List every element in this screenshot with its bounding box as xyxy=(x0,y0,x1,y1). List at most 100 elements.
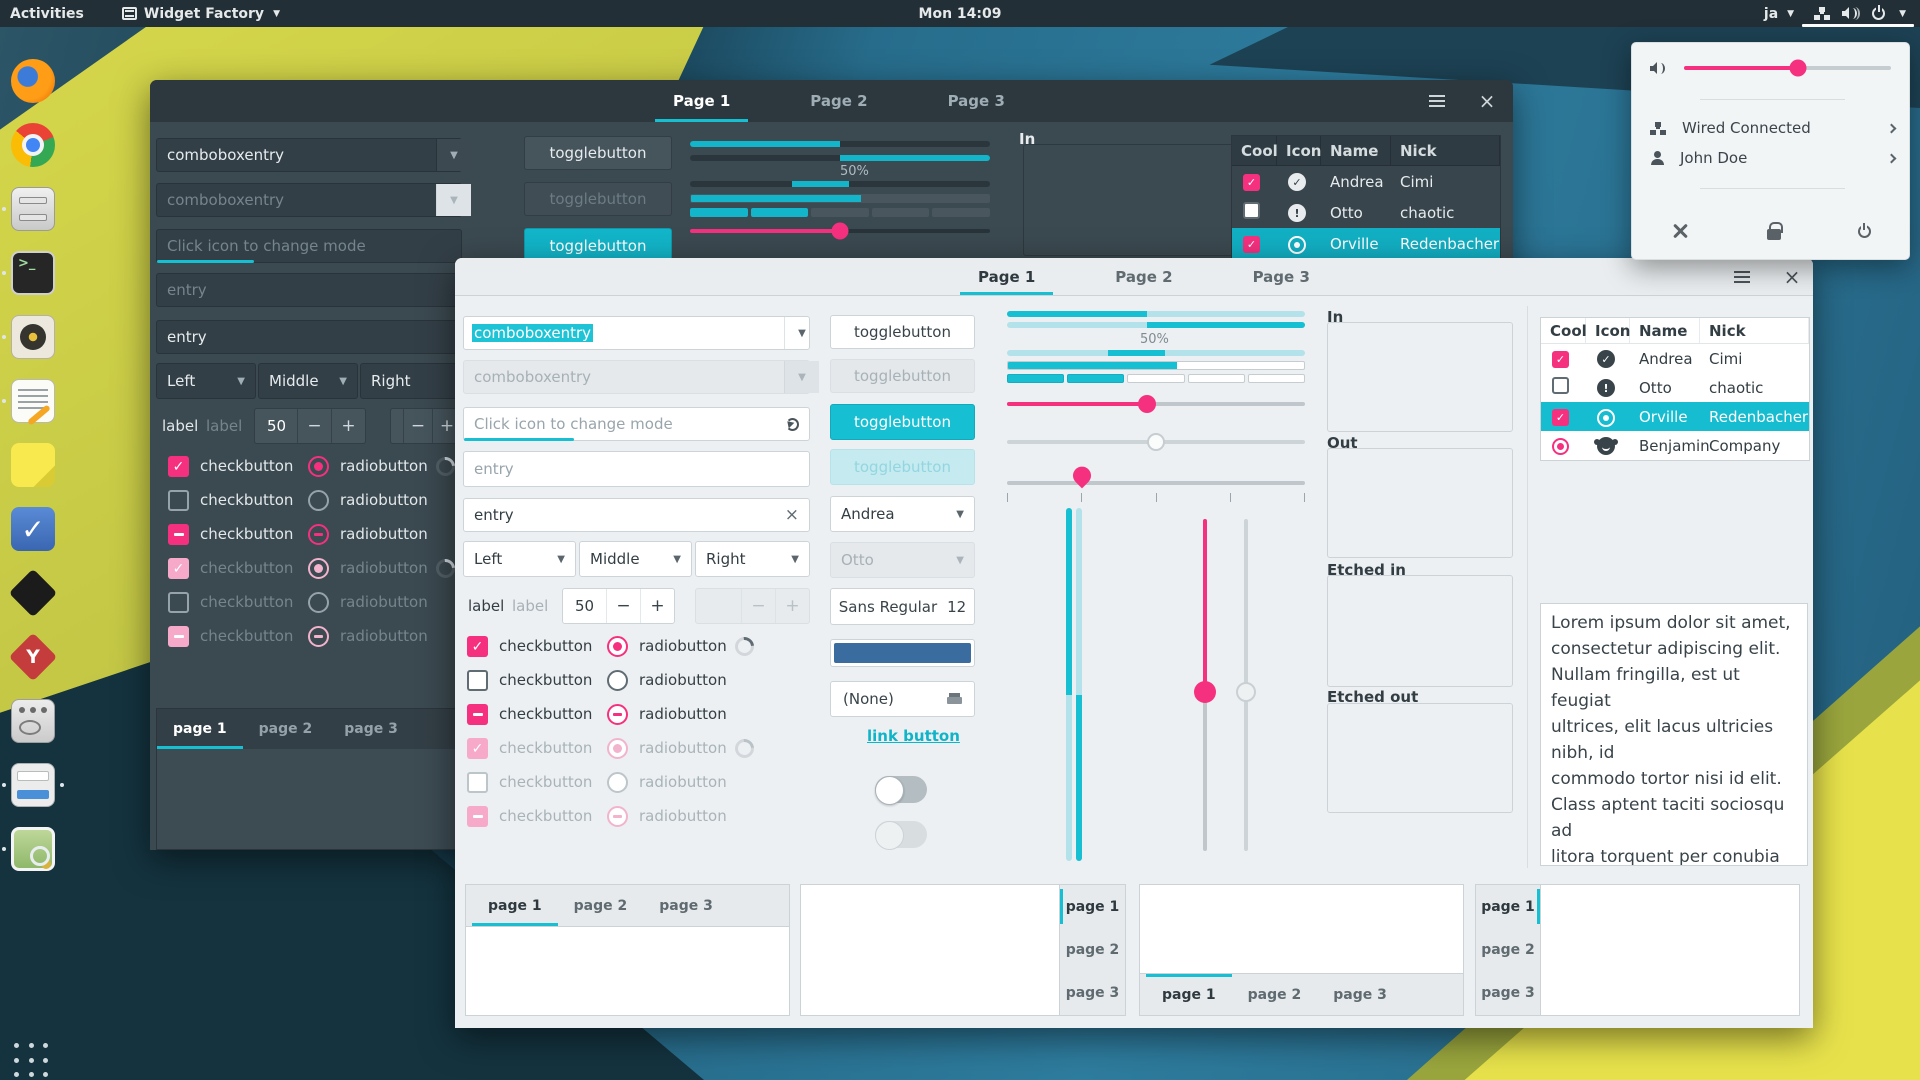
tree-row-selected[interactable]: Orville Redenbacher xyxy=(1541,402,1809,431)
tree-header[interactable]: Cool Icon Name Nick xyxy=(1232,136,1500,166)
clear-icon[interactable]: × xyxy=(784,505,799,525)
user-menu-item[interactable]: John Doe xyxy=(1650,145,1897,171)
tree-row[interactable]: ! Otto chaotic xyxy=(1541,373,1809,402)
combo-right[interactable]: Right ▼ xyxy=(695,541,810,577)
tab-page1[interactable]: page 1 xyxy=(1060,885,1125,928)
activities-button[interactable]: Activities xyxy=(10,5,84,22)
tab-page1[interactable]: Page 1 xyxy=(655,80,749,122)
tab-page3[interactable]: page 3 xyxy=(1481,984,1535,1001)
volume-slider-handle[interactable] xyxy=(1789,59,1807,77)
dock-tweak-tool[interactable] xyxy=(9,697,57,745)
tab-page3[interactable]: Page 3 xyxy=(947,92,1005,110)
color-button[interactable] xyxy=(830,639,975,667)
plus-icon[interactable]: + xyxy=(331,409,365,443)
togglebutton-active[interactable]: togglebutton xyxy=(830,404,975,440)
system-status-menu[interactable]: ▼ xyxy=(1804,0,1920,27)
tab-page1[interactable]: page 1 xyxy=(157,709,243,749)
close-icon[interactable]: × xyxy=(1783,264,1801,289)
dock-inkscape[interactable] xyxy=(8,568,58,618)
tree-row[interactable]: ✓ Andrea Cimi xyxy=(1541,344,1809,373)
checkbutton-unchecked[interactable] xyxy=(168,490,189,511)
combo-right[interactable]: Right xyxy=(360,363,462,399)
file-chooser-button[interactable]: (None) xyxy=(830,681,975,717)
dock-sticky-notes[interactable] xyxy=(9,441,57,489)
combo-middle[interactable]: Middle ▼ xyxy=(579,541,692,577)
minus-icon[interactable]: − xyxy=(297,409,331,443)
app-grid-button[interactable] xyxy=(14,1043,52,1080)
volume-slider[interactable] xyxy=(1684,58,1891,78)
combo-middle[interactable]: Middle ▼ xyxy=(258,363,358,399)
minus-icon[interactable]: − xyxy=(606,589,640,623)
app-menu[interactable]: Widget Factory ▼ xyxy=(112,0,290,27)
tab-page2[interactable]: page 2 xyxy=(258,721,313,737)
entry-placeholder[interactable]: entry xyxy=(463,451,810,487)
comboboxentry[interactable]: comboboxentry ▼ xyxy=(463,316,810,350)
dock-file-manager[interactable] xyxy=(2,185,57,233)
network-menu-item[interactable]: Wired Connected xyxy=(1650,115,1897,141)
tab-page3[interactable]: page 3 xyxy=(1065,984,1120,1001)
font-button[interactable]: Sans Regular 12 xyxy=(830,588,975,625)
tree-row-selected[interactable]: Orville Redenbacher xyxy=(1232,228,1500,259)
titlebar[interactable]: Page 1 Page 2 Page 3 × xyxy=(455,258,1813,296)
mode-entry[interactable]: Click icon to change mode xyxy=(156,229,462,263)
cell-checkbox-checked[interactable] xyxy=(1243,174,1260,191)
dock-window-demo[interactable] xyxy=(2,761,64,809)
dock-chrome[interactable] xyxy=(9,121,57,169)
chevron-down-icon[interactable]: ▼ xyxy=(784,317,819,349)
combo-left[interactable]: Left ▼ xyxy=(156,363,256,399)
tree-header[interactable]: Cool Icon Name Nick xyxy=(1541,318,1809,344)
scale-slider[interactable] xyxy=(690,222,990,240)
dock-media-player[interactable] xyxy=(2,313,57,361)
tree-row[interactable]: ✓ Andrea Cimi xyxy=(1232,166,1500,197)
switch-off[interactable] xyxy=(875,776,927,805)
power-icon[interactable] xyxy=(1857,224,1871,238)
radiobutton-unselected[interactable] xyxy=(607,670,628,691)
slider-handle[interactable] xyxy=(1194,680,1216,703)
radiobutton-mixed[interactable] xyxy=(607,704,628,725)
tree-row[interactable]: Benjamin Company xyxy=(1541,431,1809,460)
hamburger-menu-icon[interactable] xyxy=(1727,258,1757,295)
checkbutton-checked[interactable] xyxy=(467,636,488,657)
link-button[interactable]: link button xyxy=(867,727,960,745)
cell-radio-selected[interactable] xyxy=(1552,438,1569,455)
entry-placeholder[interactable]: entry xyxy=(156,273,462,307)
tab-page1[interactable]: Page 1 xyxy=(960,258,1054,295)
scale-vertical[interactable] xyxy=(1194,519,1216,851)
tab-page1[interactable]: page 1 xyxy=(472,885,558,926)
tab-page3[interactable]: page 3 xyxy=(344,721,398,737)
dock-git[interactable] xyxy=(8,632,58,682)
radiobutton-selected[interactable] xyxy=(607,636,628,657)
refresh-icon[interactable] xyxy=(786,417,799,431)
tab-page3[interactable]: page 3 xyxy=(659,897,713,914)
cell-checkbox-checked[interactable] xyxy=(1552,351,1569,368)
lorem-textview[interactable]: Lorem ipsum dolor sit amet, consectetur … xyxy=(1540,603,1808,866)
togglebutton[interactable]: togglebutton xyxy=(830,315,975,349)
dock-image-viewer[interactable] xyxy=(2,825,57,873)
spinbutton[interactable]: 50− + xyxy=(254,408,366,444)
tab-page3[interactable]: page 3 xyxy=(1333,986,1387,1003)
tab-page1[interactable]: page 1 xyxy=(1146,974,1232,1015)
comboboxentry[interactable]: comboboxentry ▼ xyxy=(156,138,471,172)
tab-page2[interactable]: page 2 xyxy=(573,897,628,914)
tree-row[interactable]: ! Otto chaotic xyxy=(1232,197,1500,228)
mode-entry[interactable]: Click icon to change mode xyxy=(463,407,810,441)
cell-checkbox-unchecked[interactable] xyxy=(1243,202,1260,219)
togglebutton[interactable]: togglebutton xyxy=(524,136,672,170)
checkbutton-checked[interactable] xyxy=(168,456,189,477)
chevron-down-icon[interactable]: ▼ xyxy=(436,139,471,171)
dock-todo[interactable] xyxy=(9,505,57,553)
tab-page3[interactable]: Page 3 xyxy=(1252,267,1310,286)
settings-icon[interactable] xyxy=(1670,221,1690,241)
tab-page1[interactable]: page 1 xyxy=(1476,885,1540,928)
keyboard-layout-indicator[interactable]: ja ▼ xyxy=(1763,5,1795,22)
combo-left[interactable]: Left ▼ xyxy=(463,541,576,577)
radiobutton-unselected[interactable] xyxy=(308,490,329,511)
tab-page2[interactable]: Page 2 xyxy=(1115,267,1173,286)
scale-slider[interactable] xyxy=(1007,394,1305,414)
scale-slider-marks[interactable] xyxy=(1007,462,1305,490)
tab-page2[interactable]: page 2 xyxy=(1481,941,1535,958)
spinbutton[interactable]: 50− + xyxy=(562,588,675,624)
cell-checkbox-checked[interactable] xyxy=(1552,409,1569,426)
tab-page2[interactable]: page 2 xyxy=(1065,941,1120,958)
entry[interactable]: entry xyxy=(156,320,462,354)
